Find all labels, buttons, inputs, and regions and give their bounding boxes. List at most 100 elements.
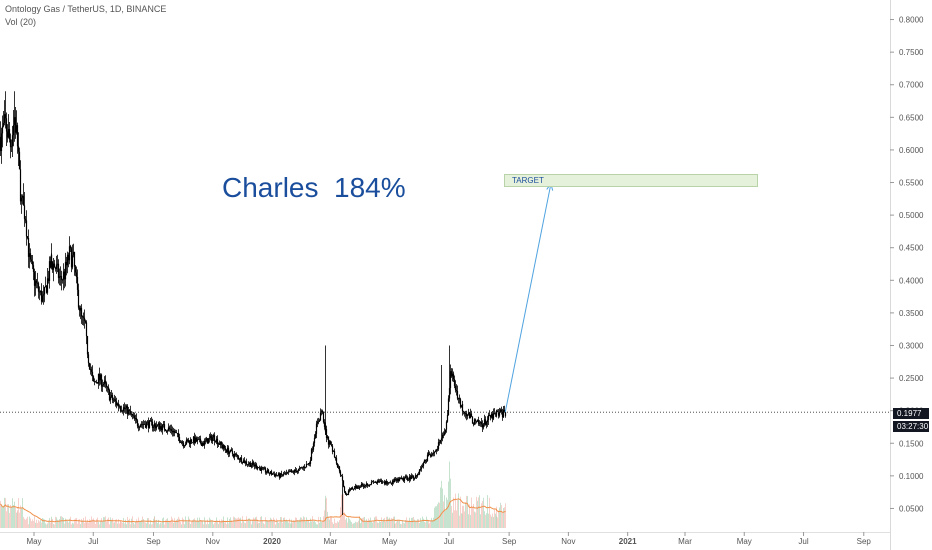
- candle-body: [300, 467, 303, 469]
- volume-bar: [308, 520, 309, 528]
- volume-bar: [97, 517, 98, 528]
- volume-bar: [259, 522, 260, 528]
- candle-body: [470, 413, 473, 417]
- candle-body: [427, 453, 430, 455]
- y-axis-tick-label: 0.4500: [899, 244, 924, 253]
- candle-body: [19, 169, 22, 202]
- candle-body: [191, 442, 194, 444]
- candle-body: [322, 412, 325, 423]
- candle-body: [463, 411, 466, 414]
- volume-bar: [260, 516, 261, 528]
- volume-bar: [317, 524, 318, 528]
- candle-body: [190, 439, 193, 443]
- volume-bar: [430, 520, 431, 528]
- volume-bar: [444, 495, 445, 528]
- candle-body: [174, 432, 177, 434]
- candle-body: [478, 422, 481, 424]
- volume-bar: [339, 520, 340, 528]
- candle-body: [183, 445, 186, 447]
- candle-body: [117, 403, 120, 407]
- candle-body: [25, 220, 28, 237]
- volume-bar: [122, 522, 123, 528]
- candle-body: [187, 440, 190, 443]
- candle-body: [497, 411, 500, 416]
- candle-body: [45, 286, 48, 293]
- candle-body: [422, 462, 425, 466]
- volume-bar: [437, 504, 438, 528]
- candle-body: [492, 413, 495, 419]
- candle-body: [128, 409, 131, 411]
- volume-bar: [212, 520, 213, 528]
- candle-body: [302, 466, 305, 468]
- volume-bar: [125, 519, 126, 528]
- volume-bar: [126, 524, 127, 528]
- candle-body: [104, 380, 107, 384]
- volume-bar: [481, 503, 482, 528]
- candle-body: [368, 484, 371, 486]
- candle-body: [423, 459, 426, 463]
- volume-bar: [15, 507, 16, 528]
- candle-body: [352, 489, 355, 490]
- volume-bar: [43, 518, 44, 528]
- volume-bar: [247, 520, 248, 528]
- volume-bar: [177, 518, 178, 528]
- y-axis-tick-label: 0.6500: [899, 113, 924, 122]
- candle-body: [41, 295, 44, 302]
- candle-body: [411, 475, 414, 477]
- volume-bar: [40, 519, 41, 528]
- candle-body: [410, 475, 413, 480]
- candle-body: [393, 479, 396, 482]
- volume-bar: [184, 524, 185, 528]
- volume-bar: [302, 519, 303, 528]
- candle-body: [77, 289, 80, 308]
- candle-body: [288, 471, 291, 473]
- candle-body: [275, 474, 278, 476]
- candle-body: [271, 473, 274, 475]
- candle-body: [373, 481, 376, 483]
- volume-bar: [96, 519, 97, 528]
- annotation-text[interactable]: Charles 184%: [222, 172, 406, 203]
- candle-body: [188, 440, 191, 445]
- candle-body: [451, 373, 454, 377]
- candle-body: [466, 414, 469, 417]
- candle-body: [296, 470, 299, 473]
- candle-body: [429, 454, 432, 457]
- candle-body: [420, 467, 423, 469]
- candle-body: [219, 441, 222, 445]
- candle-body: [256, 467, 259, 469]
- candle-body: [325, 428, 328, 439]
- candle-body: [456, 391, 459, 399]
- candle-body: [265, 472, 268, 474]
- target-zone[interactable]: TARGET: [504, 174, 758, 187]
- candle-body: [7, 129, 10, 138]
- volume-bar: [366, 519, 367, 528]
- candle-body: [401, 477, 404, 480]
- candle-body: [308, 463, 311, 464]
- candle-body: [286, 472, 289, 474]
- candle-body: [441, 434, 444, 439]
- volume-bar: [389, 517, 390, 528]
- volume-bar: [426, 516, 427, 528]
- candle-body: [489, 415, 492, 418]
- candle-body: [390, 482, 393, 484]
- candle-body: [426, 454, 429, 461]
- candle-body: [3, 114, 6, 124]
- volume-bar: [172, 518, 173, 528]
- volume-bar: [326, 497, 327, 528]
- candle-body: [16, 125, 19, 145]
- candle-body: [347, 490, 350, 495]
- candle-body: [86, 336, 89, 355]
- volume-bar: [397, 520, 398, 528]
- candle-body: [476, 419, 479, 422]
- candle-body: [414, 475, 417, 479]
- candle-body: [168, 427, 171, 429]
- volume-bar: [345, 519, 346, 528]
- candle-body: [295, 470, 298, 473]
- volume-bar: [66, 519, 67, 528]
- candle-body: [482, 424, 485, 428]
- candle-body: [332, 450, 335, 452]
- volume-bar: [412, 517, 413, 528]
- candle-body: [471, 416, 474, 424]
- volume-bar: [324, 510, 325, 528]
